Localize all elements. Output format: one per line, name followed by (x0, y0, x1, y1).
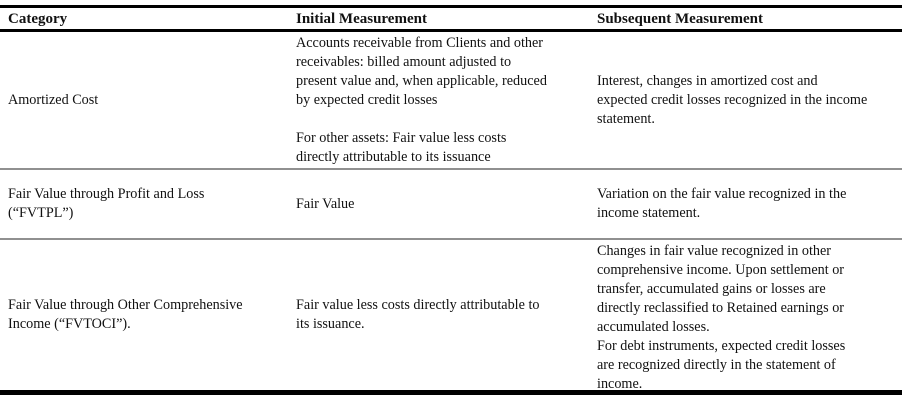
cell-category: Fair Value through Profit and Loss (“FVT… (8, 186, 205, 221)
cell-category: Fair Value through Other Comprehensive I… (8, 297, 243, 332)
cell-initial-measurement: Accounts receivable from Clients and oth… (296, 35, 547, 165)
financial-instruments-measurement-table: Category Initial Measurement Subsequent … (0, 5, 902, 395)
column-header-subsequent-measurement: Subsequent Measurement (597, 10, 763, 27)
column-header-initial-measurement: Initial Measurement (296, 10, 427, 27)
cell-subsequent-measurement: Changes in fair value recognized in othe… (597, 243, 846, 390)
table-row-fvtoci: Fair Value through Other Comprehensive I… (0, 238, 902, 390)
column-header-category: Category (8, 10, 68, 27)
cell-subsequent-measurement: Variation on the fair value recognized i… (597, 186, 847, 221)
cell-subsequent-measurement: Interest, changes in amortized cost and … (597, 72, 868, 127)
table-header-row: Category Initial Measurement Subsequent … (0, 8, 902, 32)
cell-category: Amortized Cost (8, 91, 99, 108)
table-row-fvtpl: Fair Value through Profit and Loss (“FVT… (0, 168, 902, 238)
cell-initial-measurement: Fair value less costs directly attributa… (296, 297, 540, 332)
table-row-amortized-cost: Amortized Cost Accounts receivable from … (0, 32, 902, 168)
cell-initial-measurement: Fair Value (296, 195, 355, 212)
